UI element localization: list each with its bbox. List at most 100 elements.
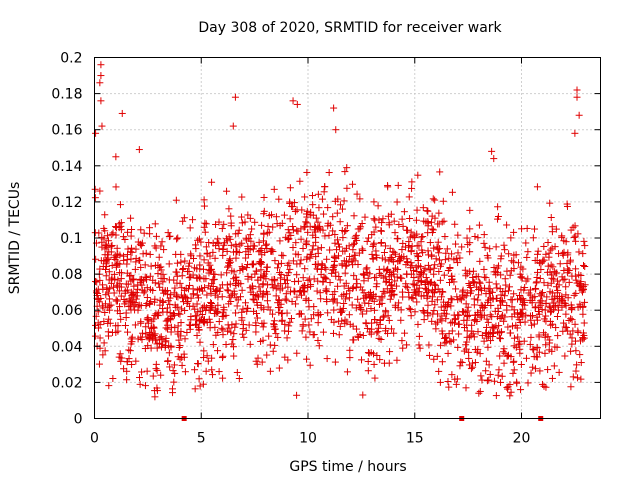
data-point [560,266,568,274]
data-point [372,247,380,255]
data-point [384,183,392,191]
data-point [91,194,99,202]
data-point [265,228,273,236]
data-point [278,316,286,324]
data-point [558,273,566,281]
data-point [510,251,518,259]
data-point [108,261,116,269]
data-point [234,229,242,237]
data-point [370,306,378,314]
data-point [450,336,458,344]
data-point [374,202,382,210]
data-point [424,261,432,269]
data-point [141,261,149,269]
data-point [353,325,361,333]
data-point [226,235,234,243]
data-point [274,299,282,307]
data-point [429,310,437,318]
data-point [146,230,154,238]
data-point [200,347,208,355]
data-point [419,204,427,212]
data-point [281,320,289,328]
data-point [359,391,367,399]
data-point [430,244,438,252]
data-point [323,255,331,263]
data-point [265,212,273,220]
data-point [204,259,212,267]
data-point [546,199,554,207]
data-point [171,284,179,292]
data-point [114,276,122,284]
data-point [346,346,354,354]
data-point [372,283,380,291]
data-point [180,214,188,222]
data-point [567,315,575,323]
data-point [451,220,459,228]
data-point [540,279,548,287]
data-point [349,336,357,344]
data-point [314,319,322,327]
data-point [287,315,295,323]
data-point [487,337,495,345]
data-point [232,247,240,255]
data-point [445,383,453,391]
data-point [362,292,370,300]
data-point [579,250,587,258]
data-point [200,202,208,210]
data-point [101,309,109,317]
data-point [309,201,317,209]
data-point [139,250,147,258]
data-point [303,355,311,363]
data-point [320,273,328,281]
data-point [450,256,458,264]
data-point [131,265,139,273]
data-point [260,210,268,218]
data-point [474,296,482,304]
data-point [416,344,424,352]
data-point [485,278,493,286]
data-point [531,293,539,301]
data-point [248,260,256,268]
data-point [140,277,148,285]
data-point [143,299,151,307]
data-point [395,221,403,229]
data-point [155,280,163,288]
data-point [359,331,367,339]
data-point [504,323,512,331]
data-point [134,238,142,246]
data-point [116,201,124,209]
data-point [169,367,177,375]
data-point [496,352,504,360]
data-point [358,245,366,253]
data-point [399,293,407,301]
data-point [370,350,378,358]
data-point [325,169,333,177]
data-point [271,275,279,283]
data-point [517,309,525,317]
data-point [226,255,234,263]
data-point [581,298,589,306]
data-point [438,327,446,335]
data-point [359,271,367,279]
data-point [560,237,568,245]
data-point [498,313,506,321]
data-point [533,273,541,281]
data-point [435,367,443,375]
data-point [552,225,560,233]
data-point [178,305,186,313]
data-point [270,317,278,325]
data-point [496,335,504,343]
data-point [314,218,322,226]
data-point [310,303,318,311]
data-point [565,278,573,286]
data-point [128,361,136,369]
data-point [128,291,136,299]
data-point [547,246,555,254]
data-point [440,217,448,225]
data-point [311,222,319,230]
data-point [285,259,293,267]
data-point [508,322,516,330]
data-point [336,218,344,226]
data-point [272,213,280,221]
data-point [529,234,537,242]
